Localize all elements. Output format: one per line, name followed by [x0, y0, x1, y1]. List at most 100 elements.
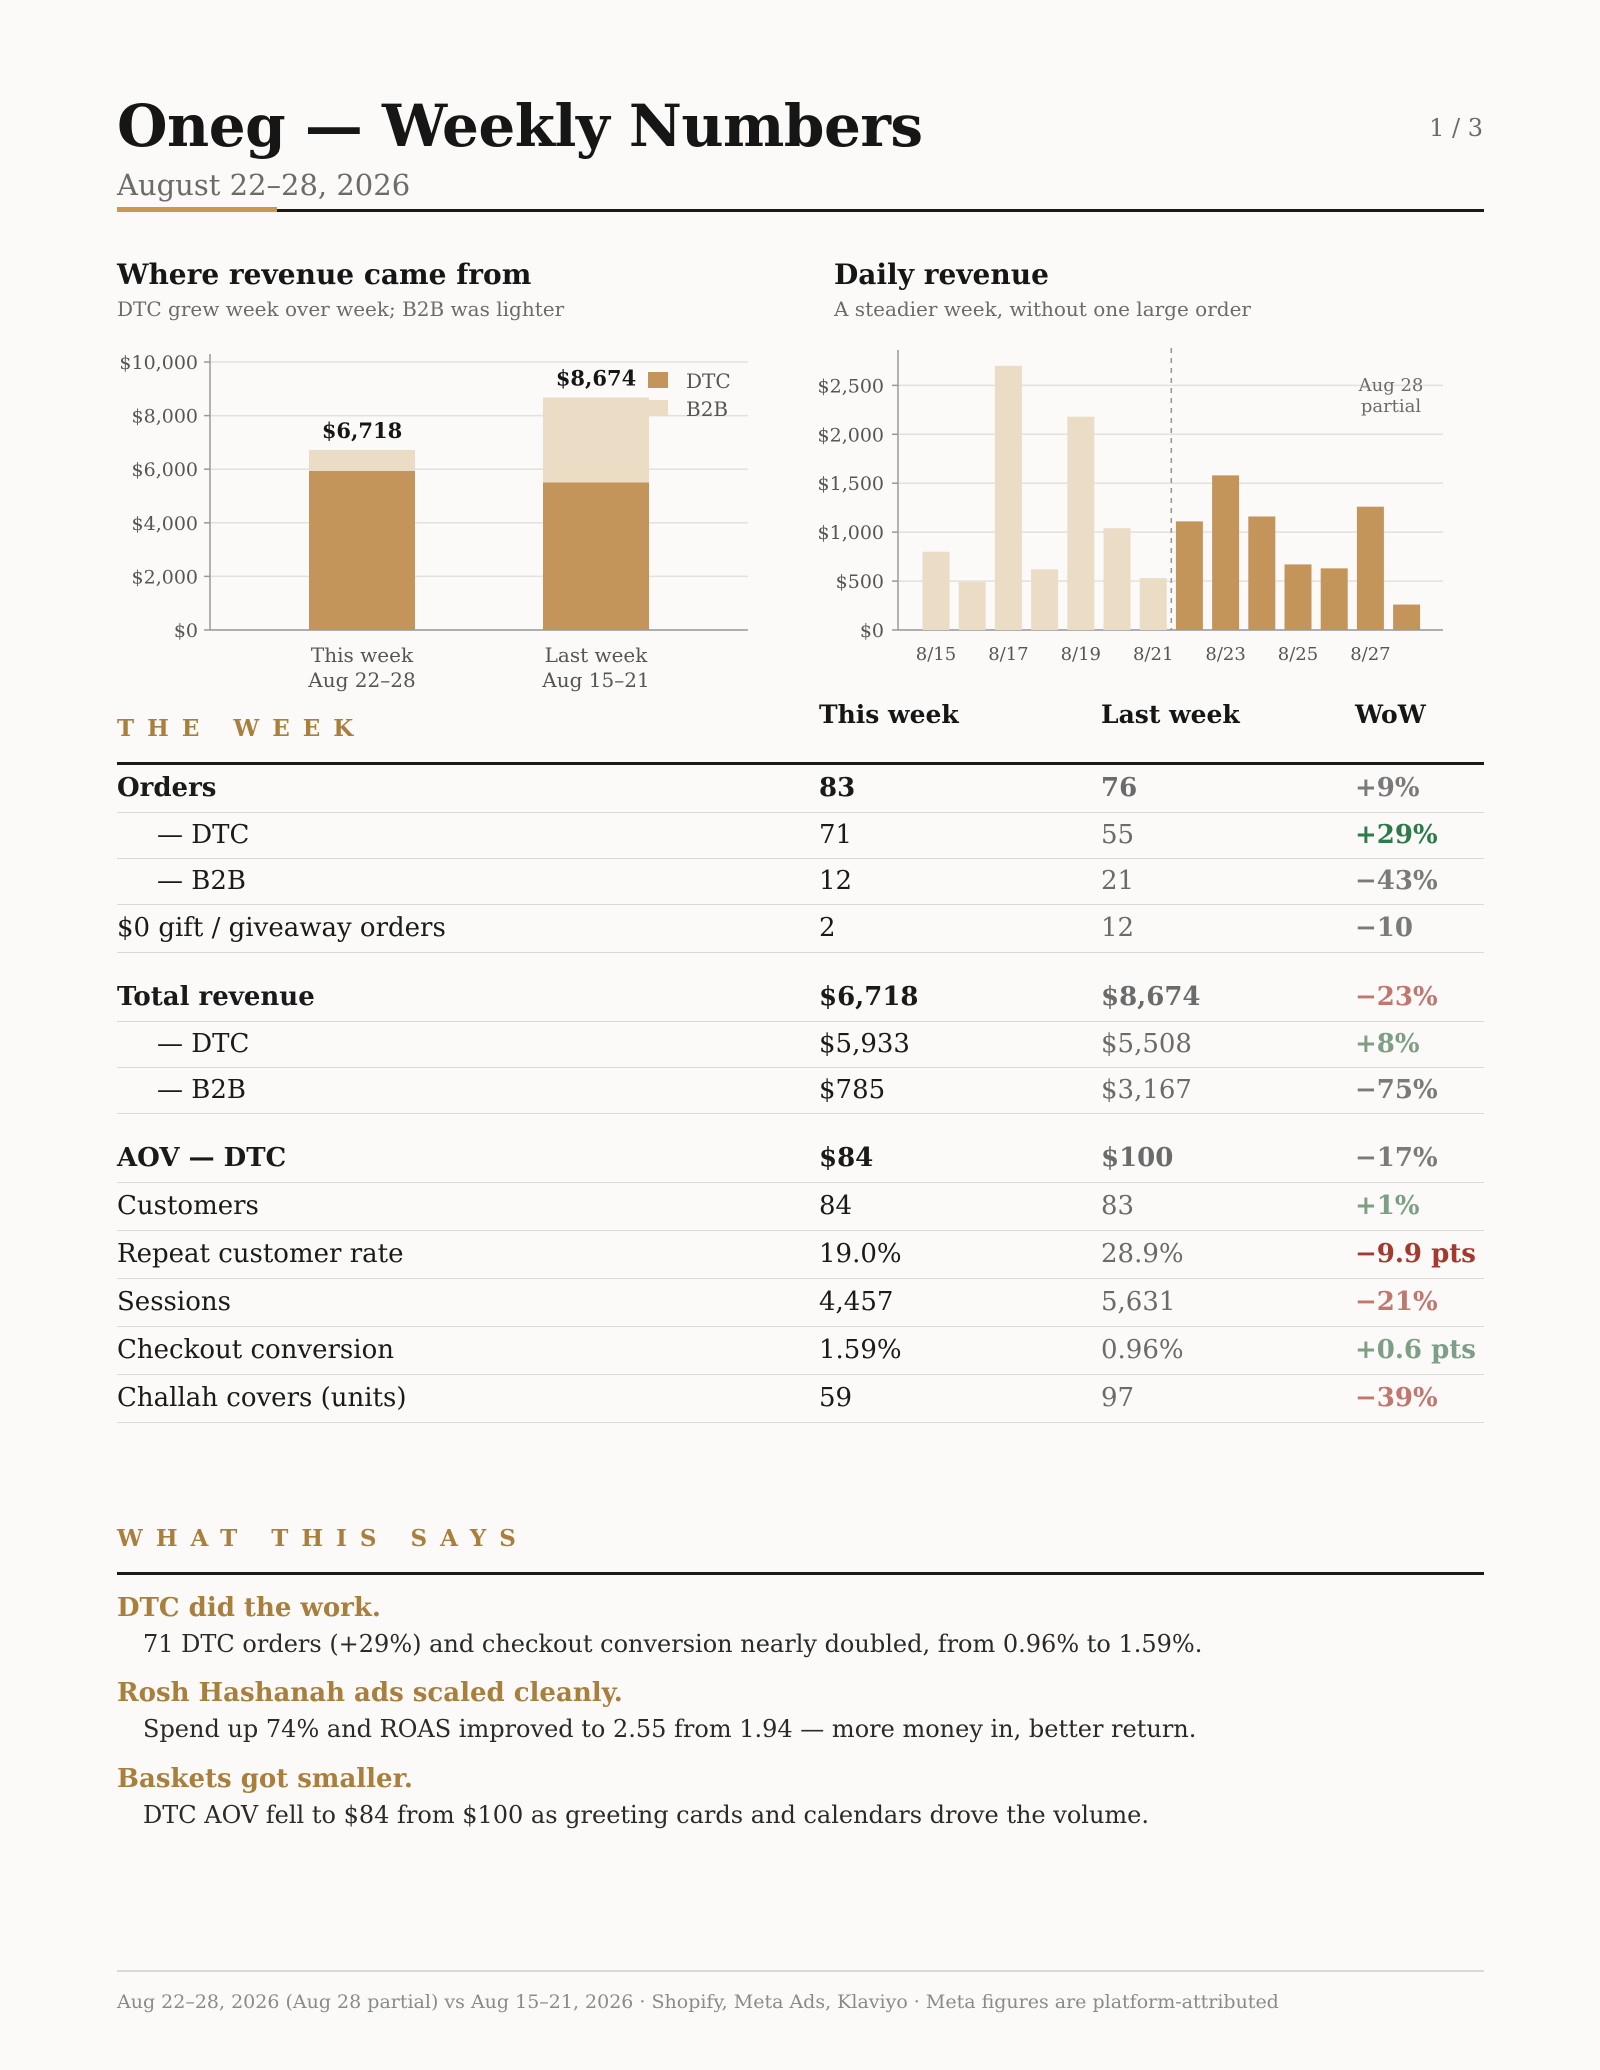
y-tick-label: $1,000 — [818, 522, 884, 544]
bar-total-label: $8,674 — [556, 366, 636, 391]
row-label: Sessions — [117, 1287, 231, 1317]
table-row: — DTC 71 55 +29% — [117, 812, 1484, 859]
daily-chart-subtitle: A steadier week, without one large order — [834, 297, 1251, 321]
y-tick-label: $2,000 — [132, 566, 198, 588]
x-tick-label: This week — [311, 643, 414, 667]
wow-value: −43% — [1355, 866, 1438, 896]
source-chart-title: Where revenue came from — [117, 258, 532, 291]
page-title: Oneg — Weekly Numbers — [117, 92, 923, 160]
daily-bar — [1284, 564, 1312, 630]
last-week-value: 28.9% — [1101, 1239, 1184, 1269]
insight-heading: DTC did the work. — [117, 1593, 381, 1623]
y-tick-label: $6,000 — [132, 459, 198, 481]
y-tick-label: $2,500 — [818, 375, 884, 397]
last-week-value: 21 — [1101, 866, 1135, 896]
row-label: Challah covers (units) — [117, 1383, 407, 1413]
this-week-value: 71 — [819, 820, 853, 850]
last-week-value: $100 — [1101, 1143, 1174, 1173]
table-row: Repeat customer rate 19.0% 28.9% −9.9 pts — [117, 1230, 1484, 1279]
page-number: 1 / 3 — [1429, 114, 1483, 142]
daily-bar — [1103, 528, 1131, 630]
wow-value: −75% — [1355, 1075, 1438, 1105]
last-week-value: 55 — [1101, 820, 1135, 850]
last-week-value: 0.96% — [1101, 1335, 1184, 1365]
table-row: — B2B $785 $3,167 −75% — [117, 1067, 1484, 1114]
table-row: $0 gift / giveaway orders 2 12 −10 — [117, 904, 1484, 953]
row-label: Orders — [117, 773, 217, 803]
last-week-value: $3,167 — [1101, 1075, 1192, 1105]
source-chart-subtitle: DTC grew week over week; B2B was lighter — [117, 297, 565, 321]
daily-bar — [1139, 578, 1167, 630]
wow-value: +1% — [1355, 1191, 1420, 1221]
legend-swatch — [648, 400, 668, 416]
y-tick-label: $8,000 — [132, 406, 198, 428]
revenue-source-chart: $0 $2,000 $4,000 $6,000 $8,000 $10,000 $6,718 T… — [119, 352, 748, 692]
col-header-last-week: Last week — [1101, 700, 1240, 729]
insight-body: DTC AOV fell to $84 from $100 as greetin… — [143, 1801, 1149, 1829]
wow-value: −9.9 pts — [1355, 1239, 1476, 1269]
last-week-value: 76 — [1101, 773, 1138, 803]
this-week-value: $5,933 — [819, 1029, 910, 1059]
header-rule — [117, 209, 1484, 212]
row-label: Total revenue — [117, 982, 315, 1012]
header-accent-rule — [117, 207, 277, 212]
insight-heading: Rosh Hashanah ads scaled cleanly. — [117, 1678, 623, 1708]
this-week-value: $84 — [819, 1143, 874, 1173]
x-tick-label: 8/21 — [1133, 644, 1173, 665]
x-tick-label: Aug 22–28 — [307, 668, 415, 692]
legend-label: B2B — [686, 397, 728, 421]
daily-bar — [958, 582, 986, 630]
this-week-value: 84 — [819, 1191, 853, 1221]
last-week-value: $8,674 — [1101, 982, 1201, 1012]
row-label: Checkout conversion — [117, 1335, 394, 1365]
this-week-value: 12 — [819, 866, 853, 896]
insights-rule — [117, 1572, 1484, 1575]
what-this-says-section-label: WHAT THIS SAYS — [117, 1525, 529, 1552]
legend-swatch — [648, 372, 668, 388]
x-tick-label: Last week — [545, 643, 649, 667]
x-tick-label: 8/17 — [988, 644, 1028, 665]
wow-value: +8% — [1355, 1029, 1420, 1059]
footer-note: Aug 22–28, 2026 (Aug 28 partial) vs Aug … — [117, 1991, 1279, 2013]
daily-bar — [1356, 506, 1384, 630]
row-label: Repeat customer rate — [117, 1239, 404, 1269]
wow-value: −21% — [1355, 1287, 1438, 1317]
row-label: $0 gift / giveaway orders — [117, 913, 446, 943]
y-tick-label: $0 — [174, 620, 198, 642]
table-row: — DTC $5,933 $5,508 +8% — [117, 1021, 1484, 1068]
insight-heading: Baskets got smaller. — [117, 1764, 413, 1794]
table-row: Customers 84 83 +1% — [117, 1182, 1484, 1231]
partial-annotation: Aug 28 — [1358, 375, 1424, 396]
y-tick-label: $2,000 — [818, 424, 884, 446]
row-label: — DTC — [157, 1029, 250, 1059]
bar-total-label: $6,718 — [322, 418, 402, 443]
col-header-wow: WoW — [1355, 700, 1426, 729]
daily-bar — [1248, 516, 1276, 630]
daily-bar — [1212, 475, 1240, 630]
y-tick-label: $10,000 — [119, 352, 198, 374]
col-header-this-week: This week — [819, 700, 959, 729]
row-label: Customers — [117, 1191, 259, 1221]
last-week-value: 5,631 — [1101, 1287, 1176, 1317]
last-week-value: 97 — [1101, 1383, 1135, 1413]
partial-annotation: partial — [1361, 396, 1422, 417]
x-tick-label: 8/23 — [1205, 644, 1245, 665]
daily-bar — [1031, 569, 1059, 630]
table-row: Challah covers (units) 59 97 −39% — [117, 1374, 1484, 1423]
last-week-value: 83 — [1101, 1191, 1135, 1221]
table-header-rule — [117, 762, 1484, 765]
table-row: Checkout conversion 1.59% 0.96% +0.6 pts — [117, 1326, 1484, 1375]
wow-value: −10 — [1355, 913, 1413, 943]
daily-bar — [994, 365, 1022, 630]
wow-value: −17% — [1355, 1143, 1438, 1173]
daily-bar — [1393, 604, 1421, 630]
last-week-value: 12 — [1101, 913, 1135, 943]
this-week-value: 2 — [819, 913, 836, 943]
daily-bar — [922, 551, 950, 630]
insight-body: Spend up 74% and ROAS improved to 2.55 f… — [143, 1715, 1197, 1743]
this-week-value: 1.59% — [819, 1335, 902, 1365]
this-week-value: 83 — [819, 773, 856, 803]
wow-value: +9% — [1355, 773, 1420, 803]
x-tick-label: 8/19 — [1061, 644, 1101, 665]
row-label: — B2B — [157, 866, 247, 896]
